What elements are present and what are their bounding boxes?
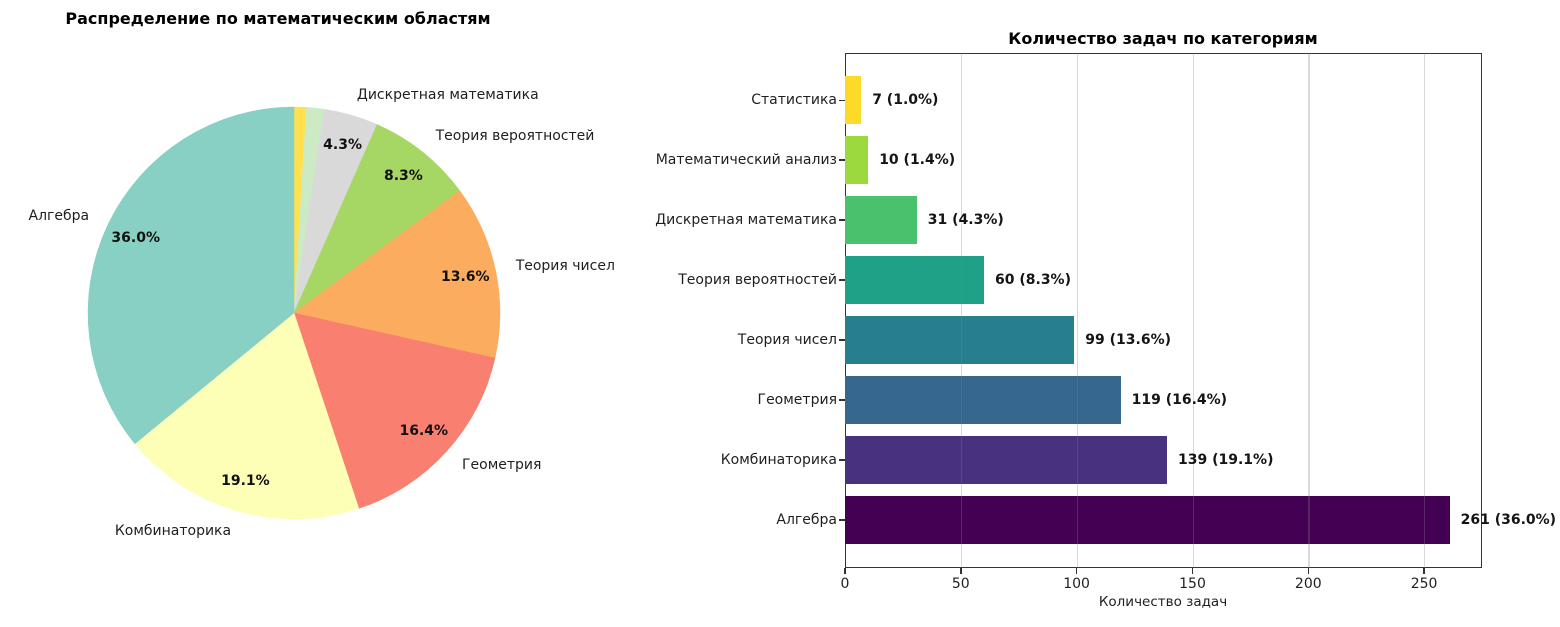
bar-chart-plot-area xyxy=(845,53,1482,568)
y-axis-tick xyxy=(839,459,845,461)
bar-category-label: Математический анализ xyxy=(655,152,837,169)
x-axis-tick xyxy=(1423,568,1425,574)
gridline-x-200 xyxy=(1308,53,1310,568)
bar-category-label: Комбинаторика xyxy=(720,451,837,468)
x-tick-label: 150 xyxy=(1179,576,1206,592)
y-axis-tick xyxy=(839,519,845,521)
x-tick-label: 100 xyxy=(1063,576,1090,592)
bar-value-label: 60 (8.3%) xyxy=(995,272,1071,289)
bar-category-label: Геометрия xyxy=(757,391,837,408)
bar-4 xyxy=(845,316,1075,364)
bar-value-label: 7 (1.0%) xyxy=(872,92,939,109)
bar-value-label: 119 (16.4%) xyxy=(1131,391,1228,408)
x-tick-label: 200 xyxy=(1294,576,1322,592)
bar-category-label: Дискретная математика xyxy=(655,212,837,229)
gridline-x-250 xyxy=(1424,53,1426,568)
pie-slice-percentage: 19.1% xyxy=(221,473,270,490)
bar-value-label: 10 (1.4%) xyxy=(879,152,956,169)
pie-slice-label: Геометрия xyxy=(462,457,542,474)
bar-value-label: 99 (13.6%) xyxy=(1085,332,1172,348)
x-axis-tick xyxy=(1191,568,1194,574)
pie-slice-6 xyxy=(134,312,360,520)
pie-chart-title: Распределение по математическим областям xyxy=(65,9,491,28)
pie-slice-percentage: 36.0% xyxy=(111,230,160,247)
gridline-x-50 xyxy=(960,53,963,568)
y-axis-tick xyxy=(839,279,845,281)
bar-chart-x-axis-label: Количество задач xyxy=(1098,594,1228,610)
bar-chart-title: Количество задач по категориям xyxy=(1008,29,1318,48)
y-axis-tick xyxy=(839,159,845,161)
gridline-x-100 xyxy=(1076,53,1078,568)
bar-3 xyxy=(845,256,984,305)
pie-slice-label: Алгебра xyxy=(28,208,90,225)
x-tick-label: 50 xyxy=(951,576,970,592)
pie-slice-percentage: 8.3% xyxy=(383,168,423,185)
pie-slice-7 xyxy=(87,106,295,445)
x-tick-label: 0 xyxy=(840,576,850,592)
pie-slice-percentage: 16.4% xyxy=(399,422,449,439)
x-axis-tick xyxy=(960,568,962,574)
bar-category-label: Теория вероятностей xyxy=(678,272,837,289)
bar-value-label: 31 (4.3%) xyxy=(927,212,1004,229)
bar-value-label: 139 (19.1%) xyxy=(1178,451,1274,468)
y-axis-tick xyxy=(839,99,845,102)
y-axis-tick xyxy=(839,219,845,221)
bar-category-label: Статистика xyxy=(751,92,837,109)
y-axis-tick xyxy=(839,339,845,341)
bar-category-label: Теория чисел xyxy=(737,332,837,348)
x-axis-tick xyxy=(1075,568,1078,574)
bar-5 xyxy=(845,375,1121,424)
x-tick-label: 250 xyxy=(1410,576,1438,592)
pie-slice-3 xyxy=(293,124,461,314)
pie-slice-percentage: 13.6% xyxy=(441,268,490,285)
pie-slice-percentage: 4.3% xyxy=(323,136,363,153)
pie-slice-label: Теория чисел xyxy=(515,258,615,275)
pie-slice-label: Дискретная математика xyxy=(356,87,539,104)
pie-slice-label: Теория вероятностей xyxy=(435,128,595,145)
bar-2 xyxy=(845,196,917,245)
y-axis-tick xyxy=(839,399,845,401)
bar-6 xyxy=(845,435,1167,484)
bar-1 xyxy=(845,136,869,185)
gridline-x-150 xyxy=(1192,53,1194,568)
pie-slice-label: Комбинаторика xyxy=(114,522,232,539)
x-axis-tick xyxy=(844,568,846,574)
pie-slice-5 xyxy=(293,312,496,509)
bar-value-label: 261 (36.0%) xyxy=(1460,511,1557,528)
bar-category-label: Алгебра xyxy=(776,511,837,528)
bar-7 xyxy=(845,495,1450,544)
pie-chart-svg xyxy=(87,106,501,520)
bar-0 xyxy=(845,76,862,125)
pie-slice-4 xyxy=(293,190,501,359)
x-axis-tick xyxy=(1307,568,1310,574)
